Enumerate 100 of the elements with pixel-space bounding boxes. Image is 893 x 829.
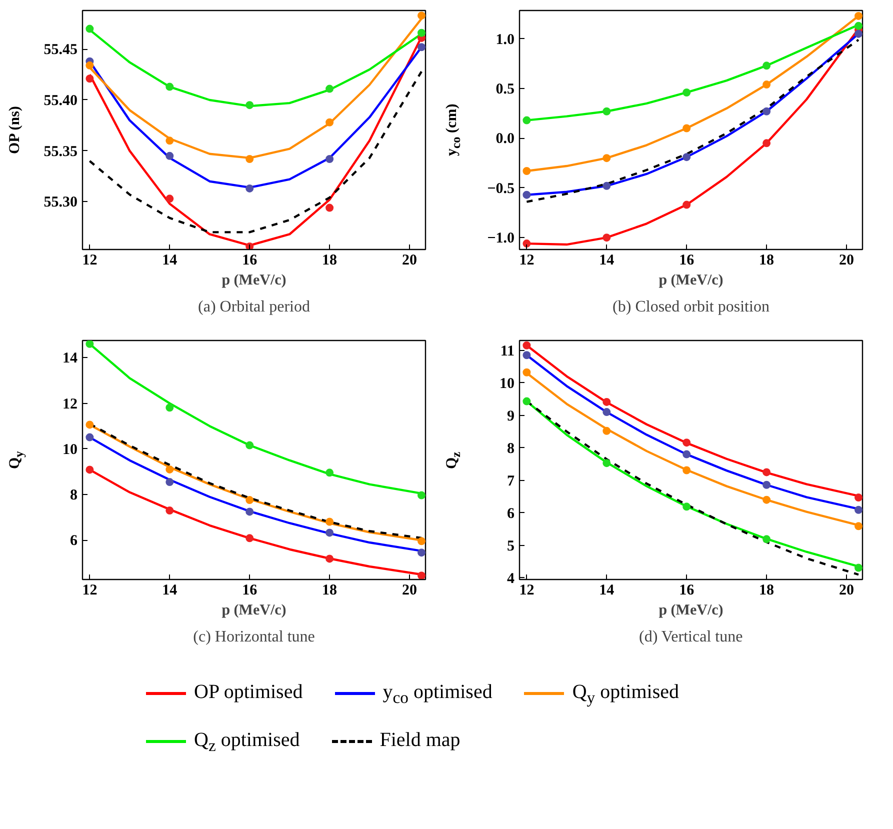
y-tick-label: 55.45 bbox=[44, 42, 78, 58]
point bbox=[86, 420, 94, 429]
point bbox=[86, 433, 94, 442]
y-axis-title: OP (ns) bbox=[6, 105, 24, 156]
point bbox=[602, 234, 611, 242]
line-series bbox=[88, 70, 423, 234]
point bbox=[166, 152, 174, 160]
point bbox=[86, 24, 94, 33]
y-tick-label: 55.40 bbox=[44, 93, 78, 109]
point bbox=[522, 368, 531, 376]
point bbox=[418, 548, 426, 557]
point bbox=[326, 554, 334, 563]
point bbox=[762, 496, 771, 504]
point bbox=[854, 564, 862, 572]
y-tick-label: 5 bbox=[507, 538, 514, 554]
point bbox=[762, 80, 771, 89]
y-tick-label: 6 bbox=[70, 533, 78, 550]
point bbox=[326, 204, 334, 212]
x-axis-title: p (MeV/c) bbox=[222, 602, 286, 618]
y-tick-label: 10 bbox=[62, 442, 78, 458]
x-tick-label: 20 bbox=[839, 252, 854, 268]
x-tick-label: 14 bbox=[162, 582, 178, 598]
point bbox=[762, 139, 771, 148]
point bbox=[166, 506, 174, 515]
point bbox=[602, 154, 611, 162]
y-tick-label: 0.0 bbox=[496, 131, 514, 148]
point bbox=[166, 136, 174, 145]
y-tick-label: 4 bbox=[507, 570, 515, 587]
y-tick-label: 55.35 bbox=[44, 144, 78, 160]
point bbox=[762, 107, 771, 116]
point bbox=[682, 124, 691, 132]
x-tick-label: 16 bbox=[679, 582, 695, 598]
point bbox=[326, 118, 334, 126]
x-axis-title: p (MeV/c) bbox=[658, 602, 724, 618]
point bbox=[602, 426, 611, 435]
point bbox=[854, 12, 862, 20]
x-tick-label: 16 bbox=[242, 252, 258, 268]
legend-label: Field map bbox=[378, 728, 460, 753]
point bbox=[854, 30, 862, 38]
point bbox=[762, 535, 771, 544]
point bbox=[682, 438, 691, 447]
y-tick-label: 12 bbox=[62, 396, 78, 412]
point bbox=[602, 182, 611, 190]
point bbox=[86, 74, 94, 83]
y-tick-label: −0.5 bbox=[487, 180, 515, 197]
point bbox=[418, 43, 426, 52]
x-tick-label: 16 bbox=[242, 582, 258, 598]
y-tick-label: 8 bbox=[70, 488, 78, 504]
point bbox=[854, 506, 862, 514]
point bbox=[682, 88, 691, 96]
legend-label: y$_{co}$ optimised bbox=[382, 680, 492, 709]
y-tick-label: 14 bbox=[62, 350, 78, 367]
x-tick-label: 18 bbox=[322, 582, 338, 598]
point bbox=[418, 572, 426, 580]
legend-label: Q$_{y}$ optimised bbox=[571, 680, 680, 709]
text: (b) Closed orbit position bbox=[612, 298, 770, 316]
point bbox=[246, 508, 254, 516]
point bbox=[326, 518, 334, 526]
point bbox=[86, 466, 94, 474]
point bbox=[246, 534, 254, 542]
point bbox=[246, 496, 254, 504]
point bbox=[762, 480, 771, 489]
point bbox=[854, 494, 862, 502]
x-tick-label: 12 bbox=[519, 252, 534, 268]
point bbox=[762, 468, 771, 476]
x-tick-label: 14 bbox=[599, 582, 615, 598]
y-tick-label: 10 bbox=[500, 376, 514, 392]
point bbox=[522, 116, 531, 124]
y-tick-label: 8 bbox=[507, 440, 514, 457]
point bbox=[682, 153, 691, 162]
point bbox=[326, 154, 334, 163]
y-tick-label: 9 bbox=[507, 408, 514, 424]
y-tick-label: 1.0 bbox=[496, 32, 514, 48]
x-tick-label: 20 bbox=[402, 252, 418, 268]
x-tick-label: 20 bbox=[839, 582, 854, 598]
x-axis-title: p (MeV/c) bbox=[222, 272, 286, 288]
x-tick-label: 18 bbox=[322, 252, 338, 268]
point bbox=[418, 28, 426, 37]
point bbox=[854, 522, 862, 530]
point bbox=[86, 340, 94, 348]
text: (a) Orbital period bbox=[198, 298, 310, 316]
x-tick-label: 12 bbox=[82, 582, 98, 598]
point bbox=[326, 528, 334, 537]
point bbox=[166, 404, 174, 412]
point bbox=[246, 441, 254, 450]
point bbox=[246, 154, 254, 163]
point bbox=[682, 466, 691, 474]
point bbox=[326, 84, 334, 93]
point bbox=[522, 341, 531, 350]
point bbox=[602, 408, 611, 416]
point bbox=[86, 61, 94, 70]
y-tick-label: −1.0 bbox=[487, 230, 515, 247]
point bbox=[522, 351, 531, 360]
point bbox=[418, 12, 426, 20]
point bbox=[522, 167, 531, 175]
x-tick-label: 12 bbox=[82, 252, 98, 268]
point bbox=[602, 459, 611, 468]
text: (c) Horizontal tune bbox=[193, 628, 315, 646]
point bbox=[246, 101, 254, 110]
text: (d) Vertical tune bbox=[639, 628, 743, 646]
